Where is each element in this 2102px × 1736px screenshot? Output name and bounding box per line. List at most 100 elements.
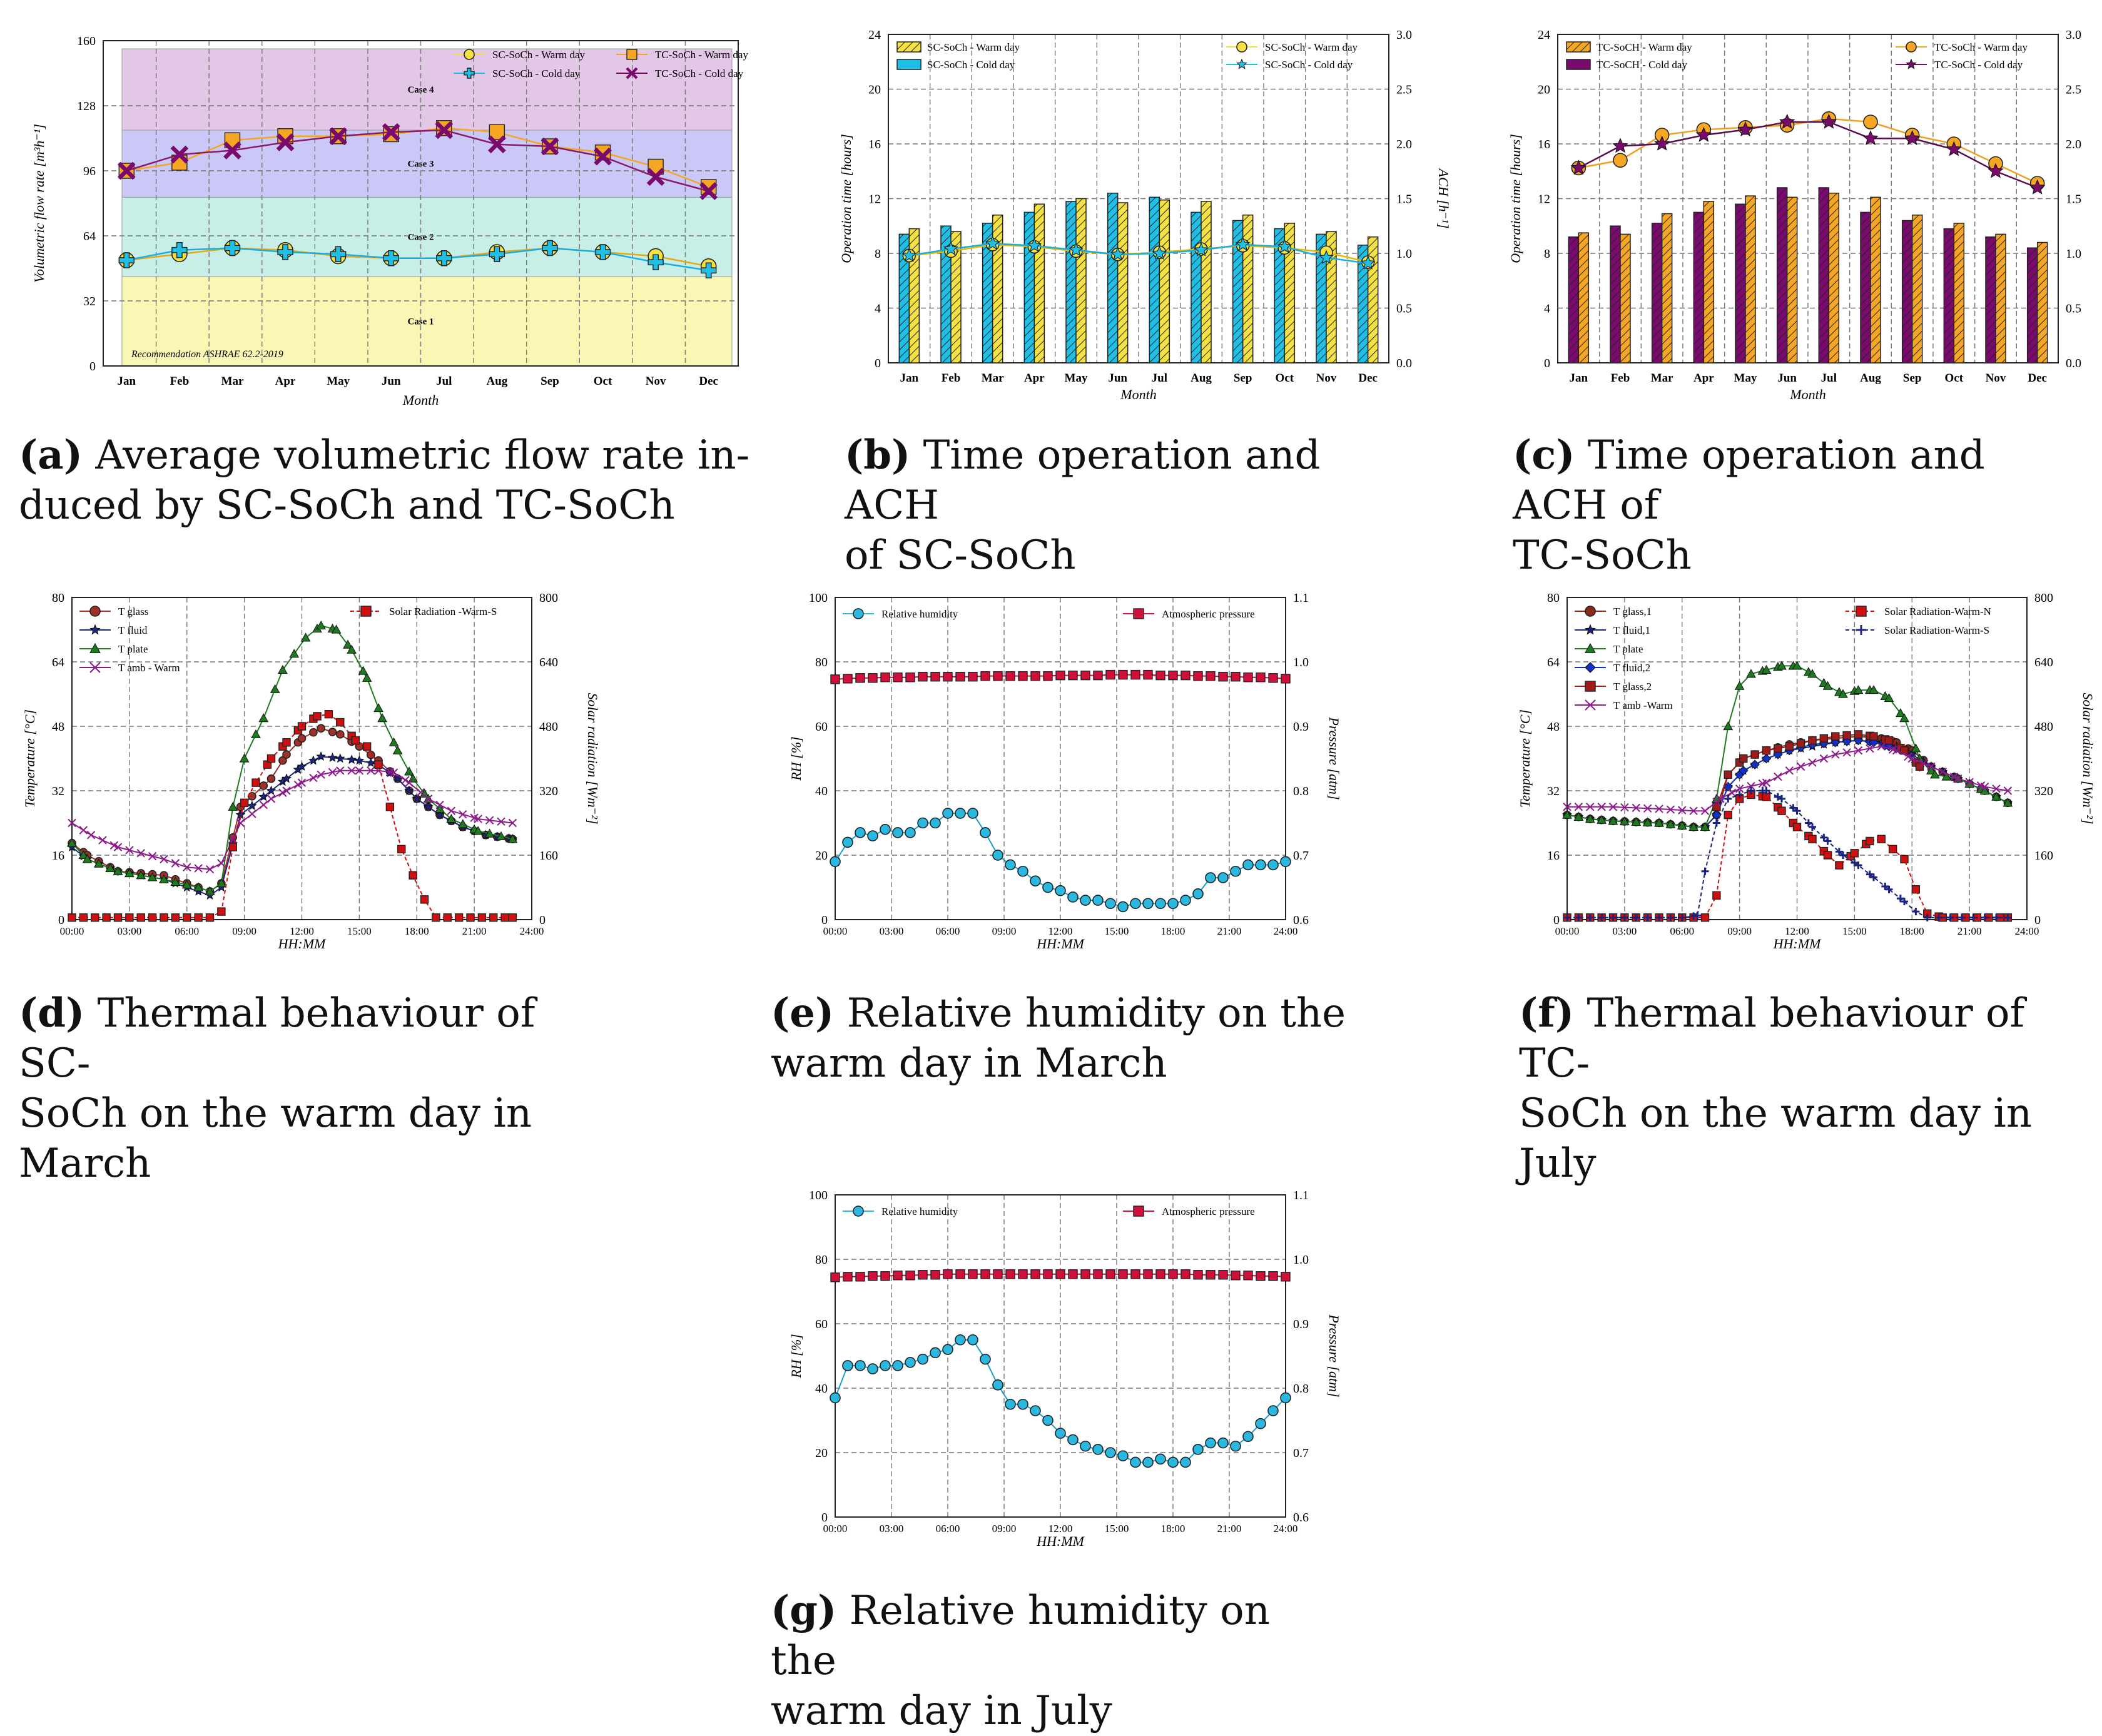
point-relative-humidity (1042, 881, 1054, 893)
x-tick-label: 24:00 (1274, 1523, 1298, 1535)
y-tick-label: 64 (83, 230, 96, 243)
point-solar-radiation-warm-s (2004, 913, 2012, 921)
point-atmospheric-pressure (843, 1272, 853, 1282)
legend-solar-radiation-warm-s-label: Solar Radiation -Warm-S (389, 606, 497, 617)
ach-point-sc-soch-cold-day (1027, 238, 1042, 252)
y-tick-label: 16 (868, 138, 881, 151)
point-relative-humidity (1055, 1428, 1066, 1439)
point-t-plate (170, 876, 181, 886)
point-solar-radiation-warm-s (443, 913, 452, 922)
point-t-amb-warm (148, 851, 157, 861)
x-axis-label: HH:MM (1773, 936, 1822, 952)
point-t-plate (1979, 785, 1990, 795)
legend-label-tc-soch-warm-day: TC-SoCH - Warm day (1597, 41, 1692, 53)
point-t-amb-warm (160, 855, 168, 864)
point-t-amb-warm-stroke (1954, 774, 1962, 783)
point-t-amb-warm-stroke (1927, 762, 1936, 771)
point-atmospheric-pressure (893, 1271, 903, 1281)
bar-hatch-sc-soch-warm-day (1242, 215, 1253, 363)
point-atmospheric-pressure (868, 1271, 878, 1281)
point-t-glass-2 (1739, 754, 1748, 763)
y-tick-label: 24 (1538, 28, 1550, 42)
point-solar-radiation-warm-s (1804, 819, 1812, 827)
point-solar-radiation-warm-n (1866, 836, 1874, 846)
x-tick-label: 06:00 (936, 925, 960, 937)
bar-hatch-tc-soch-warm-day (1912, 215, 1922, 363)
panel-b: 0 4 8 12 16 20 24 0.0 0.5 1.0 1.5 2.0 2.5 3.0 Jan Feb Ma… (826, 25, 1451, 413)
point-atmospheric-pressure (868, 673, 878, 683)
plot-frame (835, 597, 1286, 920)
y-tick-label: 32 (83, 295, 96, 308)
point-t-amb-warm-stroke (1678, 806, 1687, 815)
caption-a-line2: duced by SC-SoCh and TC-SoCh (19, 482, 675, 529)
caption-e-line1: Relative humidity on the (846, 990, 1346, 1037)
point-t-amb-warm-stroke (1796, 762, 1805, 771)
point-relative-humidity (967, 808, 978, 819)
point-t-amb-warm-stroke (336, 766, 345, 775)
y2-axis-label: Solar radiation [Wm⁻²] (585, 693, 601, 824)
legend-solar-radiation-warm-n-marker (1856, 606, 1867, 617)
point-relative-humidity (1117, 901, 1129, 913)
point-solar-radiation-warm-s (1747, 787, 1755, 794)
point-atmospheric-pressure (893, 673, 903, 683)
point-atmospheric-pressure (943, 1269, 953, 1279)
chart-g: 0 20 40 60 80 100 0.6 0.7 0.8 0.9 1.0 1.1 00:00 03:00… (788, 1189, 1342, 1549)
point-t-amb-warm (1938, 767, 1947, 776)
x-tick-label: 18:00 (405, 925, 429, 937)
x-tick-label: Apr (275, 375, 296, 388)
ach-point-sc-soch-cold-day (1110, 246, 1125, 261)
point-t-amb-warm-stroke (2003, 786, 2013, 795)
point-t-plate (239, 753, 250, 763)
point-t-plate (358, 666, 368, 675)
point-atmospheric-pressure (1268, 673, 1278, 683)
point-tc-soch-cold-day-stroke (117, 161, 136, 180)
point-t-plate (136, 870, 146, 880)
point-atmospheric-pressure (1068, 1269, 1078, 1279)
bar-hatch-sc-soch-warm-day (1284, 223, 1295, 363)
point-sc-soch-cold-day (542, 240, 558, 256)
point-solar-radiation-warm-n (1700, 913, 1710, 922)
point-t-amb-warm (485, 816, 494, 825)
point-solar-radiation-warm-n (1823, 851, 1832, 860)
point-relative-humidity (1005, 1398, 1016, 1410)
y2-tick-label: 0.0 (2066, 357, 2081, 370)
point-t-amb-warm (248, 810, 256, 818)
point-t-plate (392, 745, 403, 754)
point-sc-soch-cold-day (224, 240, 241, 256)
y-tick-label: 0 (58, 913, 64, 927)
caption-e-letter: (e) (771, 990, 835, 1037)
x-tick-label: Nov (646, 375, 666, 388)
y2-axis-label: Solar radiation [Wm⁻²] (2080, 693, 2096, 824)
point-atmospheric-pressure (1005, 671, 1015, 681)
point-relative-humidity (1130, 898, 1141, 910)
point-t-glass-2 (1884, 736, 1894, 745)
point-relative-humidity (992, 850, 1003, 861)
point-t-amb-warm-stroke (389, 768, 399, 777)
y-tick-label: 32 (1547, 784, 1560, 798)
point-sc-soch-cold-day (701, 262, 717, 278)
x-tick-label: 06:00 (936, 1523, 960, 1535)
legend-ach-tc-soch-cold-day-1-label: TC-SoCh - Cold day (1934, 59, 2023, 71)
point-t-plate (1642, 817, 1653, 826)
panel-f: 0 16 32 48 64 80 0 160 320 480 640 800 00:00 03:00 06:… (1508, 588, 2096, 963)
legend-t-fluid-label: T fluid (118, 624, 148, 636)
y2-tick-label: 160 (539, 849, 558, 863)
y-tick-label: 100 (809, 1189, 828, 1202)
y2-tick-label: 0.9 (1293, 720, 1309, 734)
point-relative-humidity (1230, 1440, 1241, 1452)
legend-t-amb-warm-marker (1585, 699, 1596, 711)
point-t-amb-warm-stroke (1620, 803, 1629, 812)
y-tick-label: 80 (815, 1253, 828, 1267)
point-t-plate (331, 624, 342, 634)
point-t-plate (507, 834, 518, 843)
point-t-amb-warm-stroke (160, 855, 168, 864)
point-atmospheric-pressure (980, 1269, 990, 1279)
y2-tick-label: 640 (2034, 656, 2053, 669)
point-atmospheric-pressure (1256, 1271, 1266, 1281)
legend-solar-radiation-warm-n-label: Solar Radiation-Warm-N (1884, 606, 1991, 617)
legend-ach-sc-soch-cold-day-1-marker (1236, 58, 1247, 69)
point-t-fluid (258, 791, 269, 801)
y-tick-label: 20 (868, 83, 881, 97)
point-t-glass (267, 774, 276, 783)
legend-label-sc-soch-cold-day: SC-SoCh - Cold day (927, 59, 1015, 71)
